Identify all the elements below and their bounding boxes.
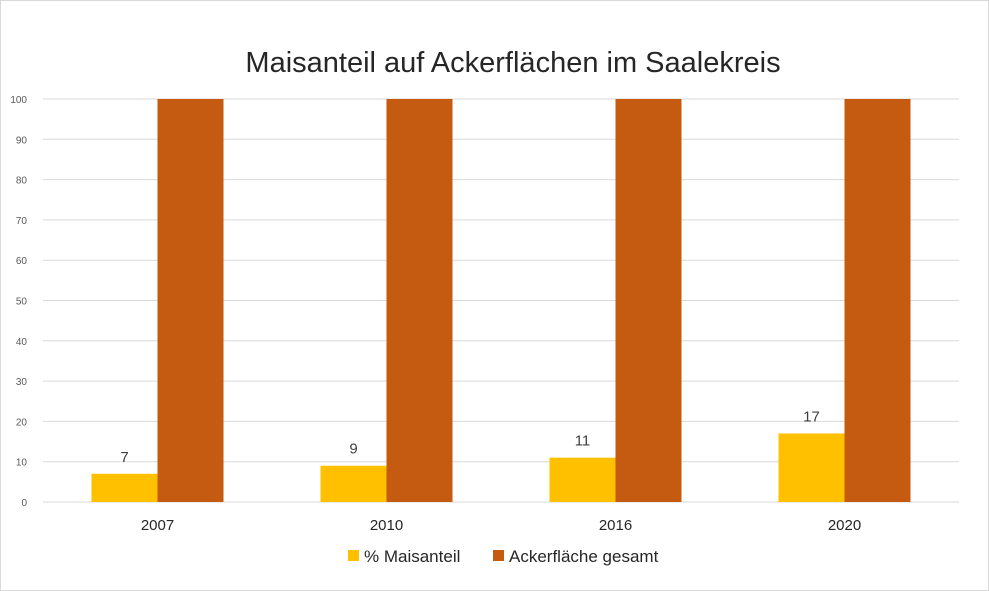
data-labels: 7 9 11 17 (120, 408, 820, 465)
y-tick-label: 20 (16, 417, 28, 428)
x-category-label: 2010 (370, 517, 403, 534)
bars (91, 99, 911, 502)
data-label: 7 (120, 449, 128, 466)
y-tick-label: 100 (10, 95, 27, 106)
bar-maisanteil-2010 (320, 465, 387, 502)
y-tick-label: 80 (16, 176, 28, 187)
x-axis-categories: 2007 2010 2016 2020 (141, 517, 861, 534)
data-label: 9 (349, 441, 357, 458)
chart-title: Maisanteil auf Ackerflächen im Saalekrei… (245, 47, 780, 79)
legend: % Maisanteil Ackerfläche gesamt (348, 547, 659, 566)
data-label: 17 (803, 408, 820, 425)
bar-maisanteil-2016 (549, 457, 616, 502)
y-tick-label: 60 (16, 256, 28, 267)
x-category-label: 2020 (828, 517, 861, 534)
legend-label: Ackerfläche gesamt (509, 547, 659, 566)
bar-maisanteil-2020 (778, 433, 845, 502)
data-label: 11 (575, 433, 591, 450)
bar-maisanteil-2007 (91, 473, 158, 502)
x-category-label: 2016 (599, 517, 632, 534)
y-tick-label: 40 (16, 337, 28, 348)
legend-label: % Maisanteil (364, 547, 460, 566)
y-tick-label: 0 (21, 498, 27, 509)
bar-ackerflaeche-2010 (386, 99, 453, 502)
y-tick-label: 50 (16, 297, 28, 308)
legend-swatch (493, 550, 504, 561)
bar-ackerflaeche-2007 (157, 99, 224, 502)
bar-ackerflaeche-2020 (844, 99, 911, 502)
bar-ackerflaeche-2016 (615, 99, 682, 502)
y-tick-label: 90 (16, 135, 28, 146)
x-category-label: 2007 (141, 517, 174, 534)
legend-swatch (348, 550, 359, 561)
y-tick-label: 30 (16, 377, 28, 388)
y-tick-label: 10 (16, 458, 28, 469)
y-tick-label: 70 (16, 216, 28, 227)
y-axis-ticks: 0 10 20 30 40 50 60 70 80 90 100 (10, 95, 27, 509)
